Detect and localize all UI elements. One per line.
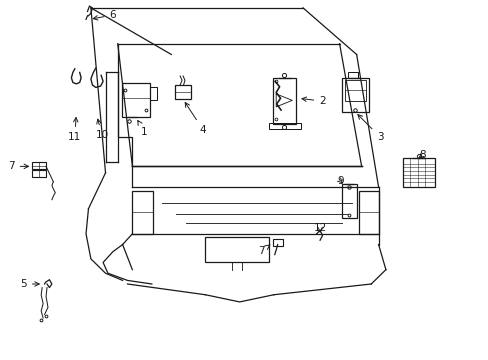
Text: 9: 9	[337, 176, 343, 186]
Text: 2: 2	[302, 96, 325, 106]
Text: 11: 11	[68, 117, 81, 142]
Text: 1: 1	[138, 121, 147, 136]
Text: 6: 6	[93, 10, 116, 20]
Text: 3: 3	[357, 114, 383, 142]
Text: 5: 5	[20, 279, 39, 289]
Text: 7: 7	[258, 245, 269, 256]
Text: 7: 7	[8, 161, 28, 171]
Text: 8: 8	[418, 150, 425, 160]
Text: 12: 12	[313, 224, 326, 233]
Text: 10: 10	[95, 119, 108, 140]
Text: 4: 4	[185, 103, 206, 135]
